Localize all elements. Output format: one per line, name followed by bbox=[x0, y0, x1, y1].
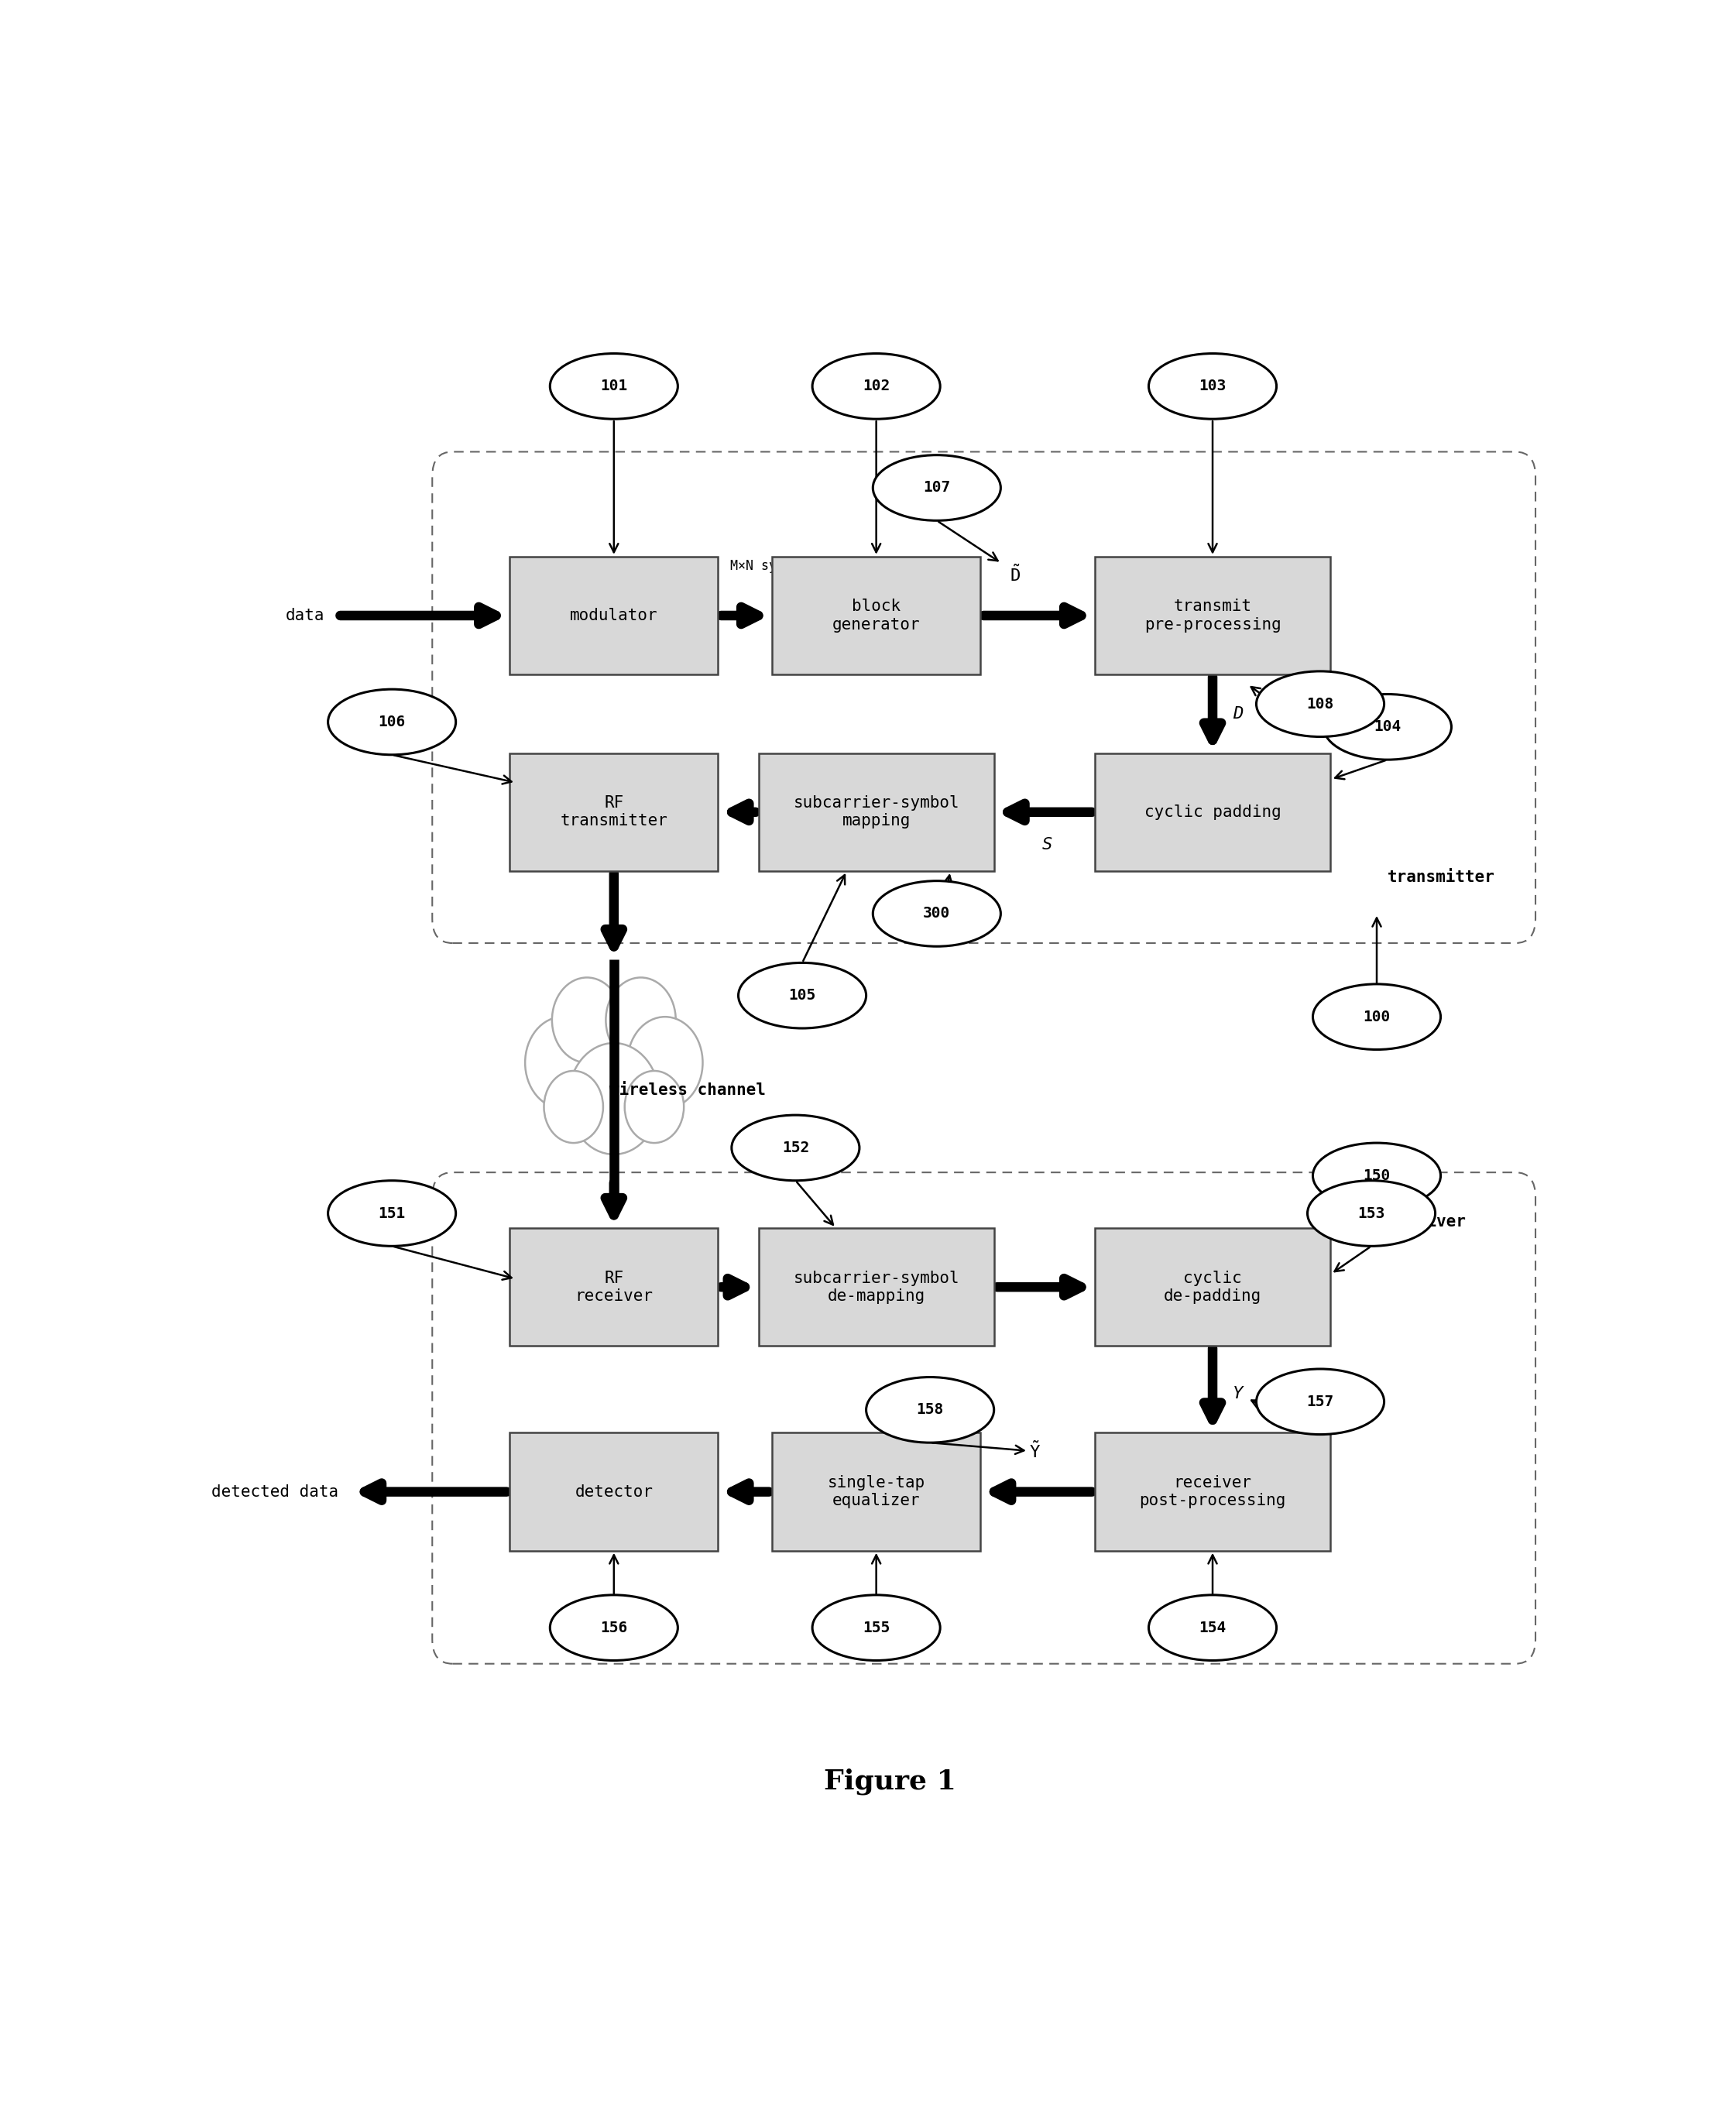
Text: 158: 158 bbox=[917, 1402, 944, 1417]
FancyBboxPatch shape bbox=[1095, 753, 1330, 872]
Circle shape bbox=[606, 978, 675, 1064]
Ellipse shape bbox=[550, 1595, 677, 1661]
Text: 107: 107 bbox=[924, 481, 950, 496]
Ellipse shape bbox=[328, 689, 457, 755]
FancyBboxPatch shape bbox=[773, 557, 981, 674]
Text: 105: 105 bbox=[788, 989, 816, 1002]
Ellipse shape bbox=[328, 1180, 457, 1246]
Text: RF
transmitter: RF transmitter bbox=[561, 795, 668, 830]
Text: subcarrier-symbol
de-mapping: subcarrier-symbol de-mapping bbox=[793, 1270, 960, 1304]
Text: M×N symbols: M×N symbols bbox=[731, 559, 816, 572]
Ellipse shape bbox=[731, 1115, 859, 1180]
Text: wireless channel: wireless channel bbox=[609, 1083, 766, 1098]
Text: S: S bbox=[1042, 836, 1052, 853]
Circle shape bbox=[543, 1070, 602, 1142]
FancyBboxPatch shape bbox=[773, 1434, 981, 1551]
Text: transmit
pre-processing: transmit pre-processing bbox=[1144, 600, 1281, 632]
Text: 153: 153 bbox=[1358, 1206, 1385, 1221]
Text: detected data: detected data bbox=[212, 1485, 339, 1500]
Text: receiver
post-processing: receiver post-processing bbox=[1139, 1474, 1286, 1508]
Ellipse shape bbox=[1312, 1142, 1441, 1208]
Text: 155: 155 bbox=[863, 1621, 891, 1636]
Text: 108: 108 bbox=[1307, 698, 1333, 710]
Text: 157: 157 bbox=[1307, 1395, 1333, 1408]
Text: Y: Y bbox=[1233, 1387, 1243, 1402]
FancyBboxPatch shape bbox=[510, 557, 719, 674]
Text: cyclic
de-padding: cyclic de-padding bbox=[1163, 1270, 1262, 1304]
Circle shape bbox=[568, 1042, 660, 1155]
Circle shape bbox=[562, 995, 665, 1121]
FancyBboxPatch shape bbox=[510, 1434, 719, 1551]
Text: 106: 106 bbox=[378, 715, 406, 730]
Circle shape bbox=[524, 1017, 601, 1108]
Text: receiver: receiver bbox=[1387, 1215, 1465, 1229]
Text: 104: 104 bbox=[1373, 719, 1401, 734]
FancyBboxPatch shape bbox=[759, 753, 995, 872]
Text: block
generator: block generator bbox=[832, 600, 920, 632]
Text: cyclic padding: cyclic padding bbox=[1144, 804, 1281, 819]
Text: 103: 103 bbox=[1200, 379, 1226, 393]
Text: 154: 154 bbox=[1200, 1621, 1226, 1636]
Text: 150: 150 bbox=[1363, 1168, 1391, 1183]
Ellipse shape bbox=[812, 353, 941, 419]
Circle shape bbox=[552, 978, 621, 1064]
Ellipse shape bbox=[1312, 985, 1441, 1049]
FancyBboxPatch shape bbox=[510, 753, 719, 872]
Ellipse shape bbox=[812, 1595, 941, 1661]
Text: $\mathregular{\tilde{D}}$: $\mathregular{\tilde{D}}$ bbox=[1009, 564, 1021, 585]
Text: 156: 156 bbox=[601, 1621, 627, 1636]
Ellipse shape bbox=[1257, 1370, 1384, 1434]
Text: RF
receiver: RF receiver bbox=[575, 1270, 653, 1304]
Text: 151: 151 bbox=[378, 1206, 406, 1221]
Text: subcarrier-symbol
mapping: subcarrier-symbol mapping bbox=[793, 795, 960, 830]
Ellipse shape bbox=[1307, 1180, 1436, 1246]
Ellipse shape bbox=[738, 964, 866, 1027]
Text: 102: 102 bbox=[863, 379, 891, 393]
Ellipse shape bbox=[866, 1376, 995, 1442]
Text: $\mathregular{\tilde{Y}}$: $\mathregular{\tilde{Y}}$ bbox=[1029, 1440, 1042, 1461]
Circle shape bbox=[625, 1070, 684, 1142]
FancyBboxPatch shape bbox=[1095, 557, 1330, 674]
Ellipse shape bbox=[550, 353, 677, 419]
Text: D: D bbox=[1233, 706, 1243, 721]
Text: modulator: modulator bbox=[569, 608, 658, 623]
Ellipse shape bbox=[1149, 1595, 1276, 1661]
Text: 152: 152 bbox=[781, 1140, 809, 1155]
Text: 101: 101 bbox=[601, 379, 627, 393]
Text: detector: detector bbox=[575, 1485, 653, 1500]
Text: 300: 300 bbox=[924, 906, 950, 921]
Ellipse shape bbox=[1323, 693, 1451, 759]
Text: single-tap
equalizer: single-tap equalizer bbox=[828, 1474, 925, 1508]
Circle shape bbox=[627, 1017, 703, 1108]
Text: transmitter: transmitter bbox=[1387, 870, 1495, 885]
FancyBboxPatch shape bbox=[1095, 1227, 1330, 1346]
FancyBboxPatch shape bbox=[759, 1227, 995, 1346]
Ellipse shape bbox=[1149, 353, 1276, 419]
Ellipse shape bbox=[1257, 672, 1384, 736]
Text: data: data bbox=[285, 608, 325, 623]
FancyBboxPatch shape bbox=[510, 1227, 719, 1346]
Text: 100: 100 bbox=[1363, 1010, 1391, 1025]
Ellipse shape bbox=[873, 455, 1000, 521]
Text: Figure 1: Figure 1 bbox=[823, 1768, 957, 1795]
FancyBboxPatch shape bbox=[1095, 1434, 1330, 1551]
Ellipse shape bbox=[873, 881, 1000, 947]
